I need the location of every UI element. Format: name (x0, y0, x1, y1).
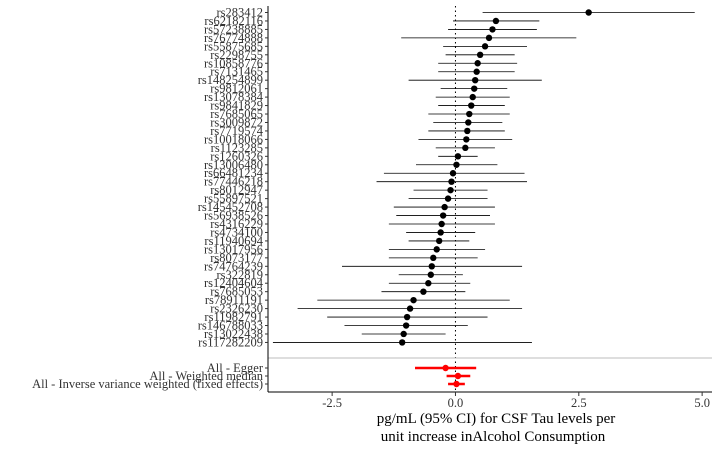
snp-label: rs4316229 (210, 217, 263, 231)
snp-label: rs11982791 (204, 310, 263, 324)
snp-estimate-point (448, 178, 455, 185)
snp-label: rs12404604 (204, 276, 264, 290)
summary-estimate-point (453, 380, 460, 388)
snp-label: rs55897521 (204, 192, 263, 206)
summary-label: All - Weighted median (149, 369, 263, 383)
snp-label: rs77446218 (204, 175, 263, 189)
snp-estimate-point (402, 322, 410, 329)
summary-estimate-point (454, 372, 462, 380)
snp-estimate-point (476, 51, 484, 58)
snp-label: rs8012947 (210, 183, 263, 197)
snp-label: rs57238885 (204, 22, 263, 36)
snp-estimate-point (463, 136, 470, 143)
snp-estimate-point (447, 186, 454, 194)
snp-label: rs7719574 (210, 124, 264, 138)
snp-estimate-point (453, 161, 460, 168)
snp-estimate-point (420, 288, 427, 295)
snp-label: rs2298755 (210, 48, 263, 62)
snp-label: rs283412 (216, 6, 263, 20)
y-axis-labels: rs283412rs62182116rs57238885rs76774888rs… (32, 6, 268, 391)
plot-area (268, 6, 712, 392)
snp-label: rs8073177 (210, 251, 263, 265)
snp-label: rs13022438 (204, 327, 263, 341)
snp-estimate-point (427, 271, 434, 278)
snp-estimate-point (444, 195, 452, 202)
summary-label: All - Egger (207, 361, 264, 375)
snp-estimate-point (469, 93, 476, 101)
x-tick-label: 2.5 (571, 396, 587, 410)
snp-estimate-point (400, 330, 407, 338)
snp-label: rs145452708 (198, 200, 263, 214)
snp-label: rs13078384 (204, 90, 264, 104)
snp-label: rs2326230 (210, 302, 263, 316)
snp-estimate-point (454, 153, 462, 160)
snp-estimate-point (428, 263, 435, 270)
snp-label: rs7131465 (210, 65, 263, 79)
snp-estimate-point (449, 170, 457, 177)
snp-label: rs66481234 (204, 166, 264, 180)
snp-label: rs13006480 (204, 158, 263, 172)
snp-estimate-point (485, 34, 493, 42)
snp-estimate-point (410, 296, 417, 304)
summary-label: All - Inverse variance weighted (fixed e… (32, 377, 263, 391)
snp-estimate-point (441, 203, 448, 211)
snp-estimate-point (462, 144, 469, 152)
snp-estimate-point (481, 43, 489, 50)
snp-label: rs13017956 (204, 242, 263, 256)
snp-estimate-point (472, 76, 479, 84)
snp-label: rs56938526 (204, 209, 263, 223)
snp-estimate-point (403, 313, 411, 321)
snp-estimate-point (406, 305, 414, 312)
snp-label: rs11940694 (204, 234, 263, 248)
snp-label: rs9841829 (210, 99, 263, 113)
snp-label: rs76774888 (204, 31, 263, 45)
snp-label: rs55875685 (204, 39, 263, 53)
snp-estimate-point (466, 110, 473, 118)
x-axis-ticks: -2.5 0.0 2.5 5.0 (322, 392, 710, 410)
snp-estimate-point (437, 229, 444, 236)
summary-estimate-point (442, 364, 449, 372)
snp-estimate-point (464, 127, 471, 135)
snp-label: rs78911191 (205, 293, 263, 307)
snp-estimate-point (585, 9, 592, 16)
snp-label: rs10858776 (204, 56, 263, 70)
snp-estimate-point (435, 237, 443, 245)
snp-label: rs7685053 (210, 285, 263, 299)
snp-estimate-point (439, 212, 447, 219)
snp-estimate-point (489, 26, 496, 33)
snp-estimate-point (433, 246, 440, 253)
snp-estimate-point (430, 254, 437, 262)
snp-label: rs146788033 (198, 319, 263, 333)
x-axis-title-line-1: pg/mL (95% CI) for CSF Tau levels per (377, 411, 616, 427)
snp-estimate-point (471, 85, 478, 92)
snp-label: rs74764239 (204, 259, 263, 273)
snp-label: rs7685065 (210, 107, 263, 121)
snp-label: rs148254899 (198, 73, 263, 87)
snp-estimate-point (425, 280, 432, 287)
x-tick-label: 5.0 (694, 396, 710, 410)
snp-estimate-point (474, 60, 481, 67)
snp-label: rs322819 (216, 268, 263, 282)
snp-label: rs1260326 (210, 149, 263, 163)
snp-label: rs3009872 (210, 115, 263, 129)
x-axis-title-line-2: unit increase inAlcohol Consumption (381, 429, 606, 445)
snp-label: rs4734100 (210, 225, 263, 239)
snp-estimate-point (492, 17, 500, 25)
snp-label: rs62182116 (204, 14, 263, 28)
snp-estimate-point (465, 119, 472, 126)
x-tick-label: -2.5 (322, 396, 342, 410)
snp-estimate-point (398, 339, 406, 346)
snp-label: rs9812061 (210, 82, 263, 96)
snp-estimate-point (468, 102, 475, 109)
x-tick-label: 0.0 (448, 396, 464, 410)
snp-estimate-point (473, 68, 480, 75)
snp-label: rs117282209 (198, 335, 263, 349)
snp-estimate-point (438, 220, 445, 228)
snp-label: rs1123285 (211, 141, 263, 155)
snp-label: rs10018066 (204, 132, 263, 146)
